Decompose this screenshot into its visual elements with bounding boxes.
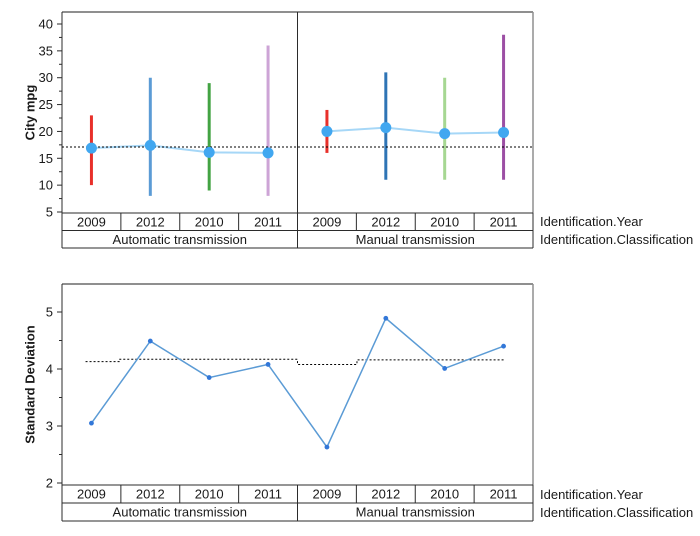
y-tick-label: 2 (46, 476, 53, 491)
y-tick-label: 5 (46, 305, 53, 320)
year-label: 2011 (490, 214, 518, 229)
y-tick-label: 35 (39, 43, 53, 58)
mean-marker (439, 128, 451, 140)
row-label-year-bottom: Identification.Year (540, 487, 643, 502)
y-tick-label: 25 (39, 97, 53, 112)
y-axis-title-city-mpg: City mpg (22, 84, 38, 141)
y-tick-label: 30 (39, 70, 53, 85)
sd-marker (324, 444, 330, 450)
classification-label: Automatic transmission (113, 505, 247, 520)
y-tick-label: 3 (46, 419, 53, 434)
year-label: 2011 (254, 487, 282, 502)
sd-marker (89, 420, 94, 426)
classification-label: Manual transmission (356, 505, 475, 520)
sd-marker (206, 375, 212, 380)
row-label-classification-top: Identification.Classification (540, 232, 694, 247)
year-label: 2012 (371, 487, 400, 502)
mean-marker (144, 139, 156, 151)
year-label: 2010 (195, 214, 224, 229)
year-label: 2010 (430, 487, 459, 502)
year-label: 2011 (254, 214, 282, 229)
y-axis-title-standard-deviation: Standard Deviation (22, 325, 38, 444)
year-label: 2011 (490, 487, 518, 502)
classification-label: Manual transmission (356, 232, 475, 247)
y-tick-label: 10 (39, 178, 53, 193)
sd-marker (147, 338, 153, 344)
row-label-classification-bottom: Identification.Classification (540, 505, 694, 520)
mean-marker (85, 142, 97, 154)
y-tick-label: 20 (39, 124, 53, 139)
sd-marker (501, 343, 506, 349)
year-label: 2010 (195, 487, 224, 502)
y-tick-label: 40 (39, 17, 53, 32)
sd-marker (442, 366, 448, 371)
sd-line (90, 317, 504, 449)
year-label: 2012 (371, 214, 400, 229)
year-label: 2012 (136, 214, 165, 229)
mean-marker (262, 147, 274, 159)
year-label: 2009 (77, 487, 106, 502)
row-label-year-top: Identification.Year (540, 214, 643, 229)
y-tick-label: 5 (46, 205, 53, 220)
mean-marker (498, 127, 510, 139)
mean-line (91, 144, 269, 154)
y-tick-label: 4 (46, 362, 53, 377)
mean-marker (203, 146, 215, 158)
sd-marker (383, 315, 389, 321)
year-label: 2009 (312, 214, 341, 229)
classification-label: Automatic transmission (113, 232, 247, 247)
year-label: 2009 (312, 487, 341, 502)
year-label: 2010 (430, 214, 459, 229)
mean-line (326, 126, 504, 135)
mean-marker (380, 122, 392, 134)
reference-line (85, 358, 505, 365)
sd-marker (265, 362, 271, 367)
mean-marker (321, 125, 333, 137)
y-tick-label: 15 (39, 151, 53, 166)
year-label: 2009 (77, 214, 106, 229)
year-label: 2012 (136, 487, 165, 502)
